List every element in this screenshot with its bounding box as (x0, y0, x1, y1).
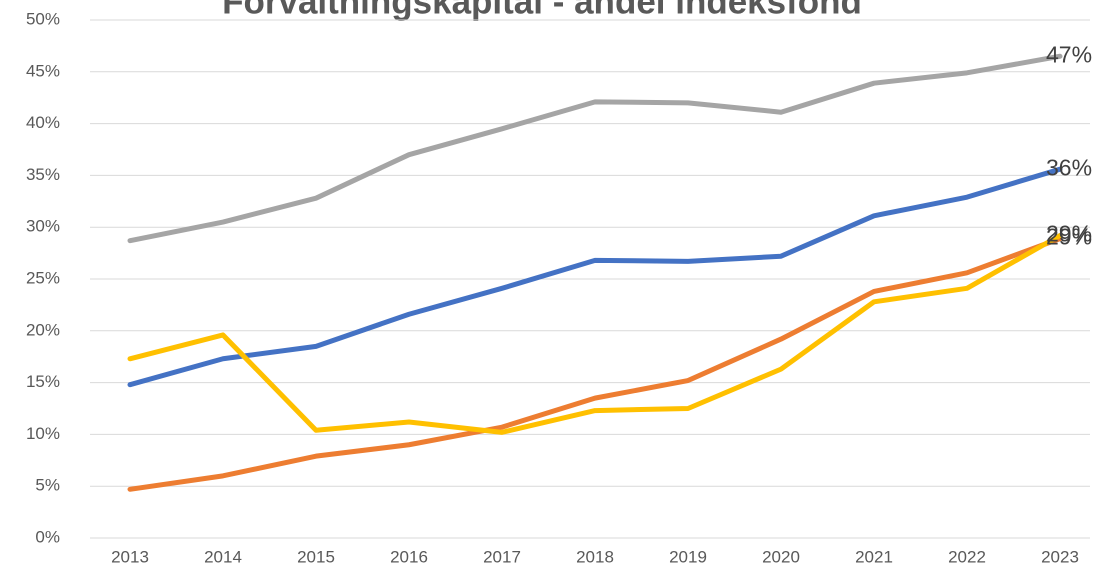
x-tick-label: 2014 (204, 547, 242, 566)
x-tick-label: 2017 (483, 547, 521, 566)
series-line (127, 232, 1063, 435)
y-tick-label: 40% (26, 113, 60, 132)
x-tick-label: 2015 (297, 547, 335, 566)
x-tick-label: 2021 (855, 547, 893, 566)
x-tick-label: 2018 (576, 547, 614, 566)
series-line (127, 53, 1063, 244)
data-label: 29% (1046, 221, 1092, 247)
series-line (127, 166, 1063, 388)
x-tick-label: 2019 (669, 547, 707, 566)
x-tick-label: 2023 (1041, 547, 1079, 566)
y-tick-label: 45% (26, 61, 60, 80)
y-tick-label: 35% (26, 165, 60, 184)
x-tick-label: 2020 (762, 547, 800, 566)
y-tick-label: 10% (26, 424, 60, 443)
y-tick-label: 25% (26, 268, 60, 287)
series-line (127, 236, 1063, 492)
grid (90, 19, 1090, 539)
data-label: 47% (1046, 41, 1092, 67)
x-tick-label: 2016 (390, 547, 428, 566)
y-tick-label: 5% (35, 476, 60, 495)
y-tick-label: 30% (26, 217, 60, 236)
x-tick-label: 2013 (111, 547, 149, 566)
y-tick-label: 0% (35, 527, 60, 546)
data-label: 36% (1046, 154, 1092, 180)
y-tick-label: 20% (26, 320, 60, 339)
chart-title: Forvaltningskapital - andel indeksfond (222, 0, 862, 21)
y-tick-label: 50% (26, 9, 60, 28)
data-label: 29% (1046, 224, 1092, 250)
y-tick-label: 15% (26, 372, 60, 391)
x-tick-label: 2022 (948, 547, 986, 566)
